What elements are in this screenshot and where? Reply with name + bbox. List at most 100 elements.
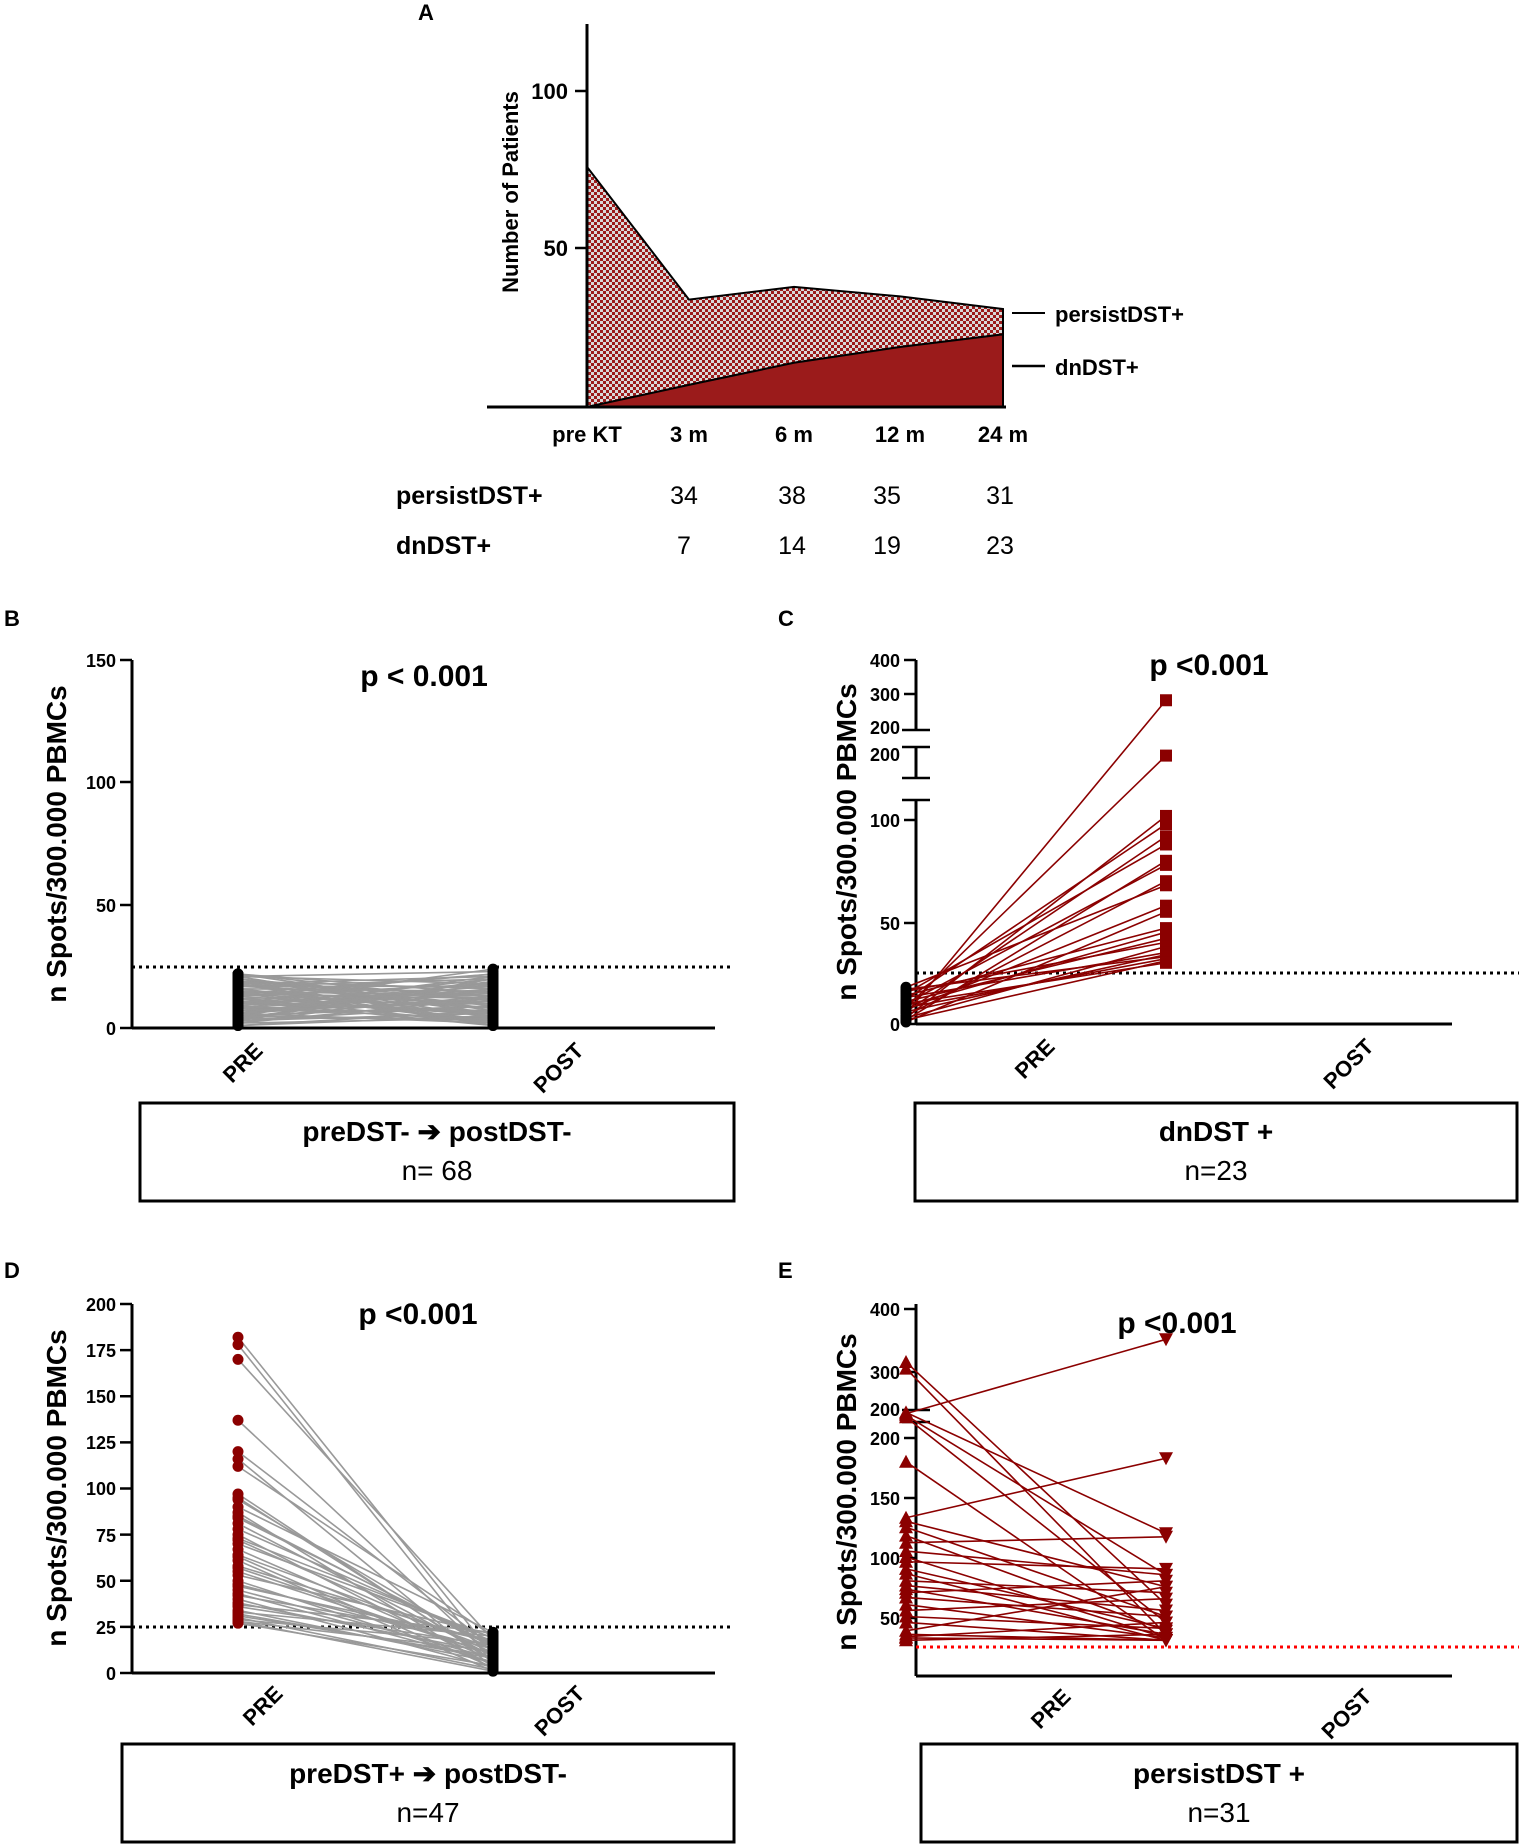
paired-line — [905, 815, 1167, 1019]
panel-d-ytick-label: 75 — [96, 1526, 116, 1546]
post-marker — [1159, 1616, 1173, 1630]
paired-line — [905, 1584, 1167, 1612]
paired-line — [237, 1543, 494, 1639]
paired-line — [905, 1597, 1167, 1612]
pre-marker — [900, 998, 912, 1010]
panel-c-group-n: n=23 — [1184, 1155, 1247, 1186]
panel-c-ytick-label: 400 — [870, 651, 900, 671]
panel-d-lines — [237, 1336, 494, 1672]
pre-marker — [232, 1551, 244, 1563]
paired-line — [905, 951, 1167, 999]
table-cell: 14 — [778, 532, 806, 560]
paired-line — [237, 1419, 494, 1659]
panel-d-paired-plot: 0 25 50 75 100 125 150 175 200 n Spots/3… — [41, 1295, 736, 1844]
pre-marker — [232, 1588, 244, 1600]
paired-line — [905, 1615, 1167, 1630]
panel-b-ytick-label: 0 — [106, 1019, 116, 1039]
post-marker — [1160, 879, 1172, 892]
paired-line — [237, 1537, 494, 1639]
panel-a-y-label: Number of Patients — [498, 91, 523, 293]
paired-line — [237, 1603, 494, 1634]
paired-line — [237, 1336, 494, 1656]
paired-line — [237, 978, 494, 988]
paired-line — [905, 962, 1167, 1005]
pre-marker — [232, 975, 244, 987]
panel-d-ytick-label: 175 — [86, 1341, 116, 1361]
panel-e-ytick-label: 300 — [870, 1363, 900, 1383]
panel-e-x-label-post: POST — [1316, 1683, 1376, 1743]
panel-d-group-n: n=47 — [396, 1797, 459, 1828]
paired-line — [237, 1017, 494, 1024]
paired-line — [237, 1613, 494, 1660]
paired-line — [905, 931, 1167, 1007]
post-marker — [1159, 1333, 1173, 1347]
panel-d-ytick-label: 0 — [106, 1664, 116, 1684]
panel-d-markers — [232, 1331, 499, 1677]
paired-line — [237, 980, 494, 1024]
paired-line — [237, 1515, 494, 1648]
paired-line — [237, 1465, 494, 1637]
panel-c-group-box — [913, 1101, 1519, 1203]
paired-line — [237, 992, 494, 1000]
panel-c-group-title: dnDST + — [1159, 1116, 1273, 1147]
paired-line — [905, 1580, 1167, 1594]
panel-c-pvalue: p <0.001 — [1149, 649, 1268, 682]
table-cell: 31 — [986, 482, 1014, 510]
paired-line — [905, 1520, 1167, 1588]
panel-d-ytick-label: 200 — [86, 1295, 116, 1315]
pre-marker — [899, 1615, 913, 1629]
pre-marker — [232, 988, 244, 1000]
paired-line — [237, 1556, 494, 1669]
table-cell: 23 — [986, 532, 1014, 560]
panel-d-group-title: preDST+ ➔ postDST- — [289, 1758, 567, 1789]
pre-marker — [899, 1566, 913, 1580]
paired-line — [905, 1457, 1167, 1519]
pre-marker — [900, 1014, 912, 1026]
paired-line — [905, 1535, 1167, 1544]
pre-marker — [899, 1590, 913, 1604]
table-cell: 7 — [677, 532, 691, 560]
post-marker — [1159, 1452, 1173, 1466]
pre-marker — [899, 1535, 913, 1549]
panel-label-d: D — [4, 1258, 20, 1283]
paired-line — [237, 997, 494, 1015]
panel-c-ytick-label: 100 — [870, 811, 900, 831]
post-marker — [1160, 749, 1172, 762]
panel-c-ytick-label: 300 — [870, 685, 900, 705]
paired-line — [905, 1338, 1167, 1415]
post-marker — [487, 993, 499, 1005]
panel-a-x-label-prekt: pre KT — [552, 422, 622, 447]
post-marker — [487, 1626, 499, 1638]
post-marker — [1159, 1628, 1173, 1642]
paired-line — [905, 864, 1167, 1005]
post-marker — [1159, 1562, 1173, 1576]
panel-e-ytick-label: 400 — [870, 1300, 900, 1320]
panel-c-markers — [900, 694, 1172, 1028]
post-marker — [487, 1017, 499, 1029]
panel-c-ytick-label: 50 — [880, 914, 900, 934]
pre-marker — [899, 1355, 913, 1369]
paired-line — [905, 1534, 1167, 1632]
paired-line — [905, 904, 1167, 1011]
panel-e-ytick-label: 50 — [880, 1609, 900, 1629]
panel-d-ytick-label: 125 — [86, 1433, 116, 1453]
panel-c-lines — [905, 699, 1167, 1023]
panel-b-group-n: n= 68 — [402, 1155, 473, 1186]
pre-marker — [232, 1562, 244, 1574]
pre-marker — [899, 1520, 913, 1534]
panel-a-x-label-3m: 3 m — [670, 422, 708, 447]
panel-e-lines — [905, 1338, 1167, 1642]
panel-e-group-box — [919, 1742, 1519, 1844]
panel-e-pvalue: p <0.001 — [1117, 1307, 1236, 1340]
paired-line — [905, 1411, 1167, 1534]
paired-line — [905, 1621, 1167, 1642]
post-marker — [1160, 818, 1172, 831]
table-row-label-persistdst: persistDST+ — [396, 482, 543, 510]
paired-line — [905, 1588, 1167, 1636]
paired-line — [905, 1461, 1167, 1641]
pre-marker — [232, 1017, 244, 1029]
panel-b-x-label-pre: PRE — [218, 1038, 268, 1088]
pre-marker — [232, 1339, 244, 1351]
panel-c-y-label: n Spots/300.000 PBMCs — [831, 683, 862, 1000]
paired-line — [237, 1344, 494, 1665]
